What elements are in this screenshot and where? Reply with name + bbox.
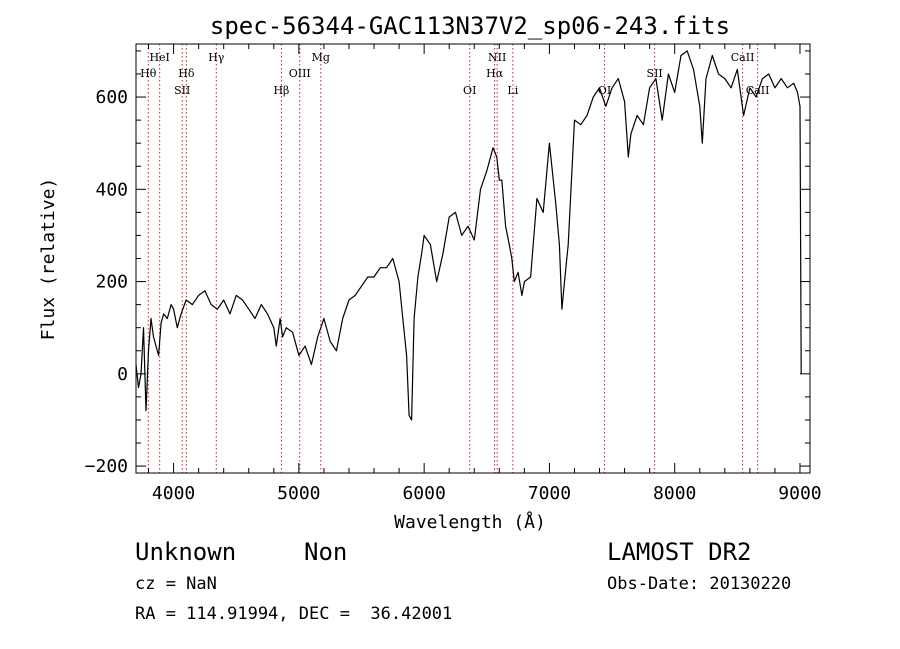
x-tick-label: 6000 [402,483,445,504]
marker-label: HeI [149,51,169,64]
x-tick-label: 7000 [528,483,571,504]
axis-ticks: 4000 5000 6000 7000 8000 9000 −200 0 200 400 600 [85,44,822,504]
marker-label: Hθ [140,67,157,80]
redshift-label: cz = NaN [135,574,217,594]
marker-label: CaII [746,84,770,97]
marker-label: OIII [289,67,311,80]
y-tick-label: −200 [85,456,128,477]
marker-label: Hγ [208,51,225,64]
marker-label: CaII [731,51,755,64]
marker-label: Hβ [273,84,289,97]
marker-label: Hδ [178,67,195,80]
chart-title: spec-56344-GAC113N37V2_sp06-243.fits [210,12,730,40]
coordinates-label: RA = 114.91994, DEC = 36.42001 [135,604,453,624]
y-tick-label: 400 [95,179,128,200]
x-tick-label: 5000 [277,483,320,504]
plot-frame [135,43,811,474]
y-tick-label: 0 [117,364,128,385]
x-tick-label: 4000 [152,483,195,504]
x-tick-label: 9000 [778,483,821,504]
series-line [135,50,802,421]
marker-label: Mg [312,51,330,64]
marker-label: NII [488,51,506,64]
y-axis-label: Flux (relative) [38,178,59,341]
y-tick-label: 200 [95,272,128,293]
marker-label: Hα [486,67,504,80]
y-tick-label: 600 [95,87,128,108]
x-tick-label: 8000 [653,483,696,504]
marker-label: OI [463,84,476,97]
class-label: Unknown [135,538,237,566]
marker-label: SII [647,67,663,80]
marker-label: Li [507,84,518,97]
subclass-label: Non [304,538,348,566]
marker-label: SII [174,84,190,97]
obs-date-label: Obs-Date: 20130220 [607,574,792,594]
x-axis-label: Wavelength (Å) [394,511,546,533]
survey-label: LAMOST DR2 [607,538,752,566]
